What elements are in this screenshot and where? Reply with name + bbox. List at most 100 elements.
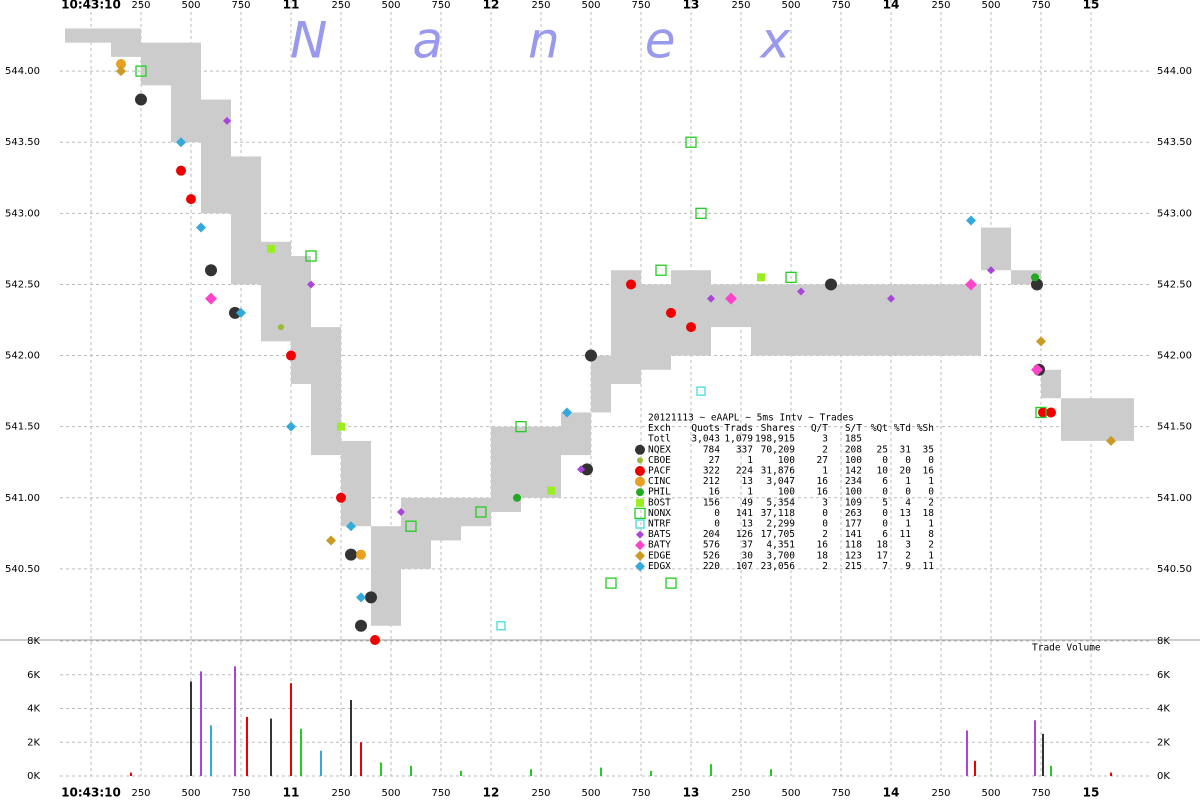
volume-bar (320, 750, 322, 776)
y-tick-label: 543.00 (1157, 208, 1192, 219)
table-header: Quots (691, 423, 720, 434)
trade-point (707, 294, 715, 303)
table-cell: 263 (845, 508, 862, 519)
table-cell: 25 (877, 444, 888, 455)
table-cell: 784 (703, 444, 720, 455)
volume-bar (210, 725, 212, 776)
table-cell: 9 (905, 561, 911, 572)
table-cell: 8 (928, 529, 934, 540)
y-tick-label: 2K (1157, 737, 1170, 748)
table-cell: 2,299 (766, 519, 795, 530)
table-cell: 1 (747, 455, 753, 466)
trade-point (205, 264, 217, 277)
legend-marker (636, 498, 644, 507)
spread-band (371, 526, 401, 626)
table-cell: 18 (923, 508, 935, 519)
x-tick-label: 750 (1031, 788, 1050, 799)
table-cell: 5 (882, 497, 888, 508)
table-cell: 31,876 (761, 466, 796, 477)
x-tick-label: 13 (683, 0, 700, 12)
trade-point (405, 520, 417, 532)
volume-bar (410, 765, 412, 776)
trade-point (696, 386, 706, 396)
table-cell: 0 (882, 455, 888, 466)
x-tick-label: 750 (1031, 0, 1050, 11)
table-cell: 337 (736, 444, 753, 455)
legend-marker (635, 550, 645, 561)
table-title: 20121113 ~ eAAPL ~ 5ms Intv ~ Trades (648, 413, 854, 424)
x-tick-label: 500 (981, 788, 1000, 799)
table-cell: 224 (736, 466, 753, 477)
x-tick-label: 750 (431, 788, 450, 799)
x-tick-label: 500 (381, 0, 400, 11)
x-tick-label: 14 (883, 0, 900, 12)
x-tick-label: 250 (731, 0, 750, 11)
trade-point (356, 592, 366, 603)
table-cell: 27 (709, 455, 720, 466)
volume-bar (1034, 720, 1036, 776)
volume-bar (974, 760, 976, 776)
volume-bar (460, 770, 462, 776)
x-tick-label: 250 (531, 788, 550, 799)
trade-point (365, 591, 377, 604)
table-cell: 10 (877, 466, 889, 477)
trade-point (562, 407, 572, 418)
spread-band (711, 284, 751, 328)
table-cell: 35 (923, 444, 934, 455)
x-tick-label: 750 (231, 0, 250, 11)
volume-bar (1042, 733, 1044, 776)
table-cell: 0 (714, 519, 720, 530)
spread-band (141, 42, 171, 86)
table-cell: 100 (845, 455, 862, 466)
legend-label: EDGX (648, 561, 671, 572)
volume-bar (966, 730, 968, 776)
spread-band (111, 28, 141, 57)
table-cell: 7 (882, 561, 888, 572)
trade-point (176, 165, 186, 176)
spread-band (1061, 398, 1091, 441)
legend-label: BATS (648, 529, 671, 540)
spread-band (561, 412, 591, 456)
legend-label: NONX (648, 508, 671, 519)
table-cell: 17 (877, 550, 888, 561)
trade-point (825, 278, 837, 291)
x-tick-label: 13 (683, 786, 700, 800)
spread-band (961, 284, 981, 356)
table-cell: 1 (822, 466, 828, 477)
table-cell: 177 (845, 519, 862, 530)
volume-bar (650, 770, 652, 776)
table-cell: 37,118 (761, 508, 796, 519)
trade-point (1031, 273, 1039, 282)
spread-band (641, 284, 671, 370)
spread-band (65, 28, 111, 43)
spread-band (671, 270, 711, 356)
table-cell: 156 (703, 497, 720, 508)
table-header: Trads (724, 423, 753, 434)
trade-point (1046, 407, 1056, 418)
x-tick-label: 14 (883, 786, 900, 800)
volume-bar (130, 772, 132, 776)
spread-band (341, 440, 371, 527)
trade-point (205, 292, 217, 305)
trade-point (135, 65, 147, 77)
table-cell: 2 (928, 497, 934, 508)
x-tick-label: 12 (483, 786, 500, 800)
trade-point (757, 273, 765, 282)
trade-point (229, 306, 241, 319)
table-cell: 234 (845, 476, 862, 487)
y-tick-label: 543.50 (5, 137, 40, 148)
y-tick-label: 4K (27, 704, 40, 715)
table-cell: Totl (648, 434, 671, 445)
table-cell: 3,043 (691, 434, 720, 445)
spread-band (311, 327, 341, 456)
table-cell: 6 (882, 476, 888, 487)
spread-band (1131, 398, 1134, 441)
trade-point (355, 619, 367, 632)
table-cell: 2 (905, 550, 911, 561)
table-cell: 141 (845, 529, 862, 540)
spread-band (291, 256, 311, 384)
table-cell: 17,705 (761, 529, 795, 540)
table-cell: 5,354 (766, 497, 795, 508)
table-cell: 0 (928, 455, 934, 466)
